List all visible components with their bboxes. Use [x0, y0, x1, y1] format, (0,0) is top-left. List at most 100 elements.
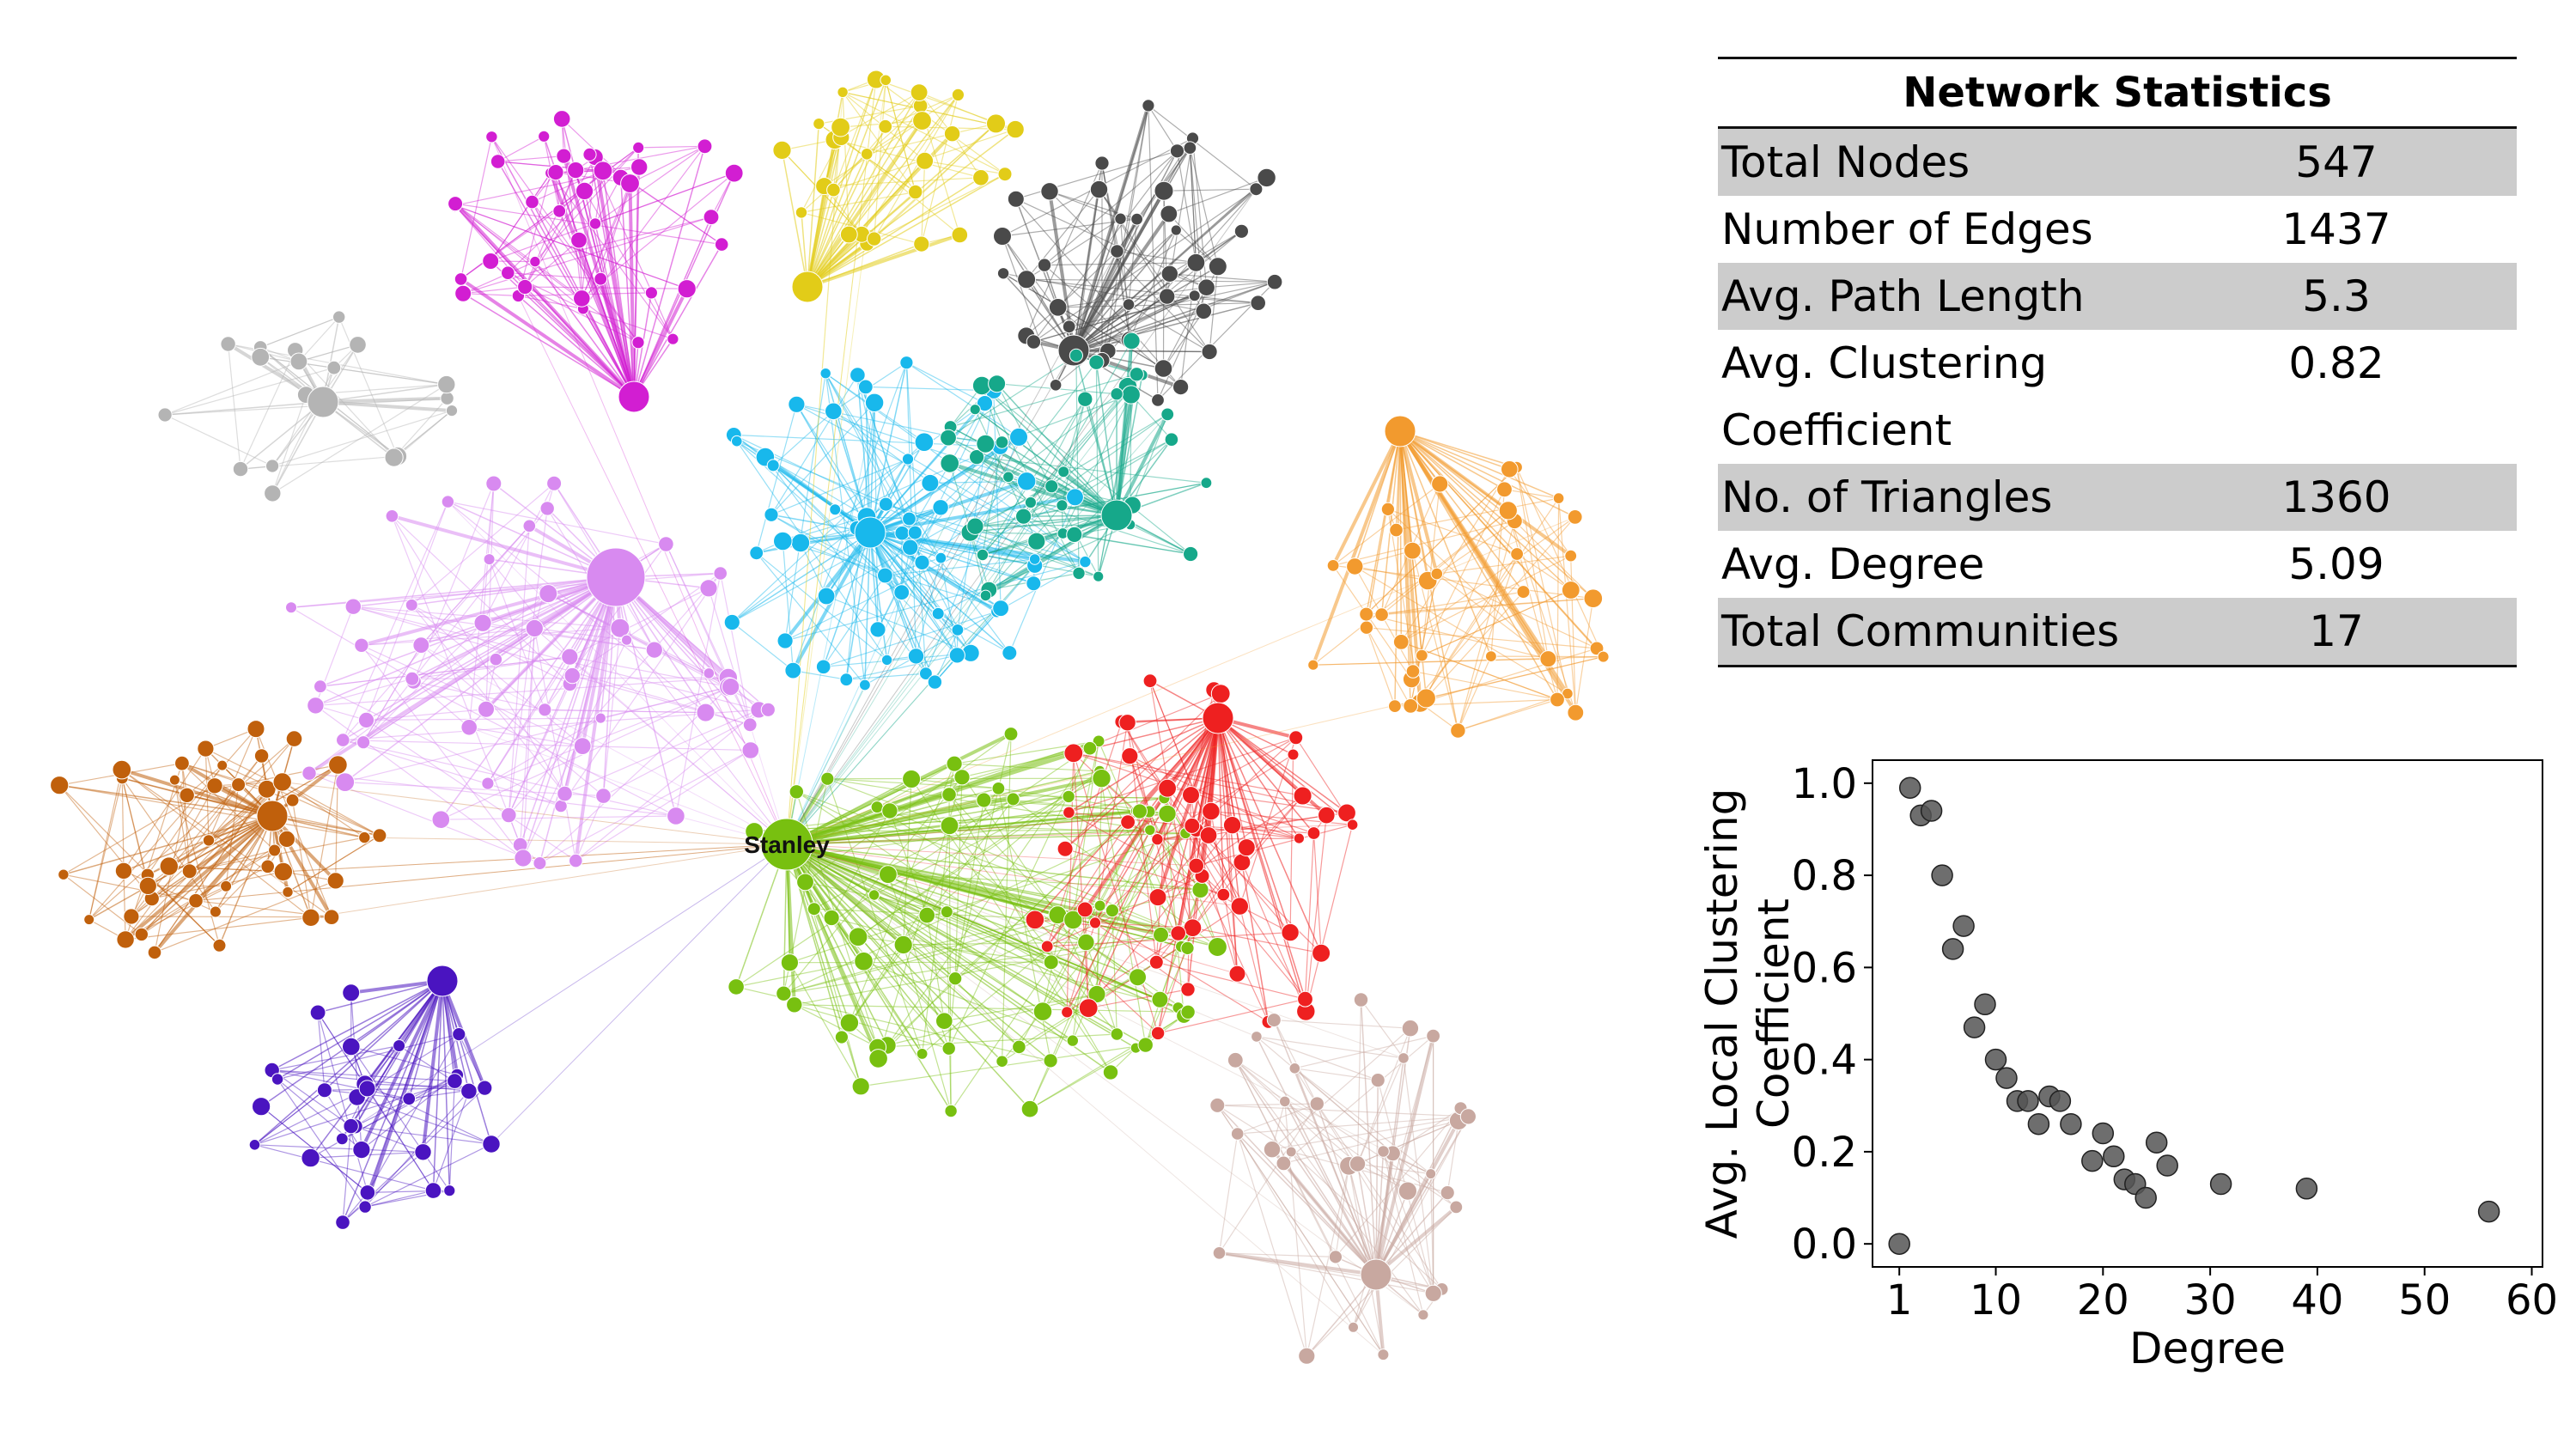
network-node — [1227, 1051, 1244, 1068]
network-node — [1123, 332, 1141, 350]
network-edge — [147, 874, 220, 947]
network-edge — [168, 785, 216, 867]
network-node — [789, 784, 804, 800]
network-edge — [361, 644, 524, 859]
network-edge — [786, 533, 1063, 845]
network-node — [1567, 703, 1585, 721]
network-edge — [454, 204, 687, 289]
network-edge — [877, 507, 941, 630]
stats-value: 1360 — [2281, 472, 2391, 522]
stats-row-total-nodes: Total Nodes 547 — [1718, 129, 2517, 196]
network-edge — [1274, 1020, 1410, 1029]
network-node — [932, 499, 949, 516]
network-edge — [317, 980, 443, 1014]
network-node — [667, 807, 685, 825]
network-node — [1066, 1034, 1080, 1047]
network-edge — [1234, 1059, 1349, 1166]
network-edge — [1422, 589, 1572, 656]
stats-label-line2: Coefficient — [1721, 405, 1952, 455]
network-edge — [786, 843, 1074, 1042]
network-edge — [581, 183, 631, 299]
network-node — [179, 787, 195, 803]
network-edge — [320, 656, 570, 687]
network-edge — [786, 763, 955, 845]
network-edge — [322, 396, 448, 404]
network-edge — [317, 1012, 368, 1089]
network-edge — [534, 627, 627, 641]
network-edge — [764, 456, 958, 656]
network-node — [914, 554, 930, 571]
network-edge — [497, 136, 545, 162]
network-edge — [490, 137, 788, 845]
network-node — [972, 169, 990, 186]
network-node — [1552, 492, 1565, 504]
network-node — [997, 167, 1013, 182]
network-edge — [807, 177, 982, 288]
network-node — [212, 938, 227, 953]
network-node — [1142, 673, 1158, 689]
network-node — [976, 434, 996, 454]
network-node — [834, 1030, 850, 1044]
network-edge — [922, 825, 951, 1054]
network-edge — [1381, 598, 1593, 616]
network-edge — [1410, 648, 1598, 707]
network-edge — [271, 980, 443, 1071]
network-node — [948, 647, 965, 664]
network-edge — [1217, 717, 1248, 848]
network-edge — [1425, 510, 1509, 699]
network-edge — [633, 216, 712, 398]
network-edge — [1312, 509, 1509, 666]
network-edge — [271, 410, 453, 467]
network-edge — [869, 532, 958, 656]
network-edge — [255, 728, 332, 917]
network-edge — [887, 874, 1098, 995]
network-node — [880, 74, 892, 87]
network-edge — [1076, 189, 1100, 344]
network-node — [724, 163, 744, 183]
network-edge — [786, 843, 1058, 916]
network-edge — [341, 980, 443, 1140]
network-edge — [1426, 656, 1604, 699]
network-edge — [240, 455, 398, 470]
network-edge — [463, 286, 526, 295]
network-edge — [367, 1033, 460, 1193]
network-edge — [1101, 177, 1268, 361]
network-edge — [823, 652, 971, 667]
network-node — [554, 799, 568, 813]
network-edge — [338, 316, 399, 457]
network-node — [1257, 167, 1276, 188]
network-edge — [825, 480, 1027, 597]
network-node — [848, 927, 868, 947]
network-edge — [795, 791, 1052, 963]
network-edge — [1066, 927, 1193, 1013]
network-edge — [524, 191, 586, 288]
network-edge — [588, 154, 635, 398]
network-edge — [282, 781, 381, 837]
network-edge — [317, 1012, 435, 1191]
network-node — [1110, 1027, 1124, 1041]
network-edge — [1241, 861, 1306, 1012]
network-edge — [1074, 533, 1191, 555]
network-edge — [154, 788, 268, 953]
network-node — [1169, 143, 1185, 159]
network-edge — [1380, 430, 1401, 615]
network-edge — [420, 644, 604, 797]
network-edge — [868, 531, 998, 613]
network-edge — [290, 576, 617, 609]
network-node — [335, 1132, 349, 1146]
network-edge — [181, 763, 191, 872]
network-edge — [1421, 489, 1506, 656]
network-edge — [581, 298, 635, 398]
network-edge — [786, 799, 984, 845]
network-edge — [1217, 1103, 1318, 1106]
network-edge — [366, 717, 601, 721]
scatter-point — [1952, 915, 1975, 937]
network-edge — [1399, 430, 1576, 518]
network-node — [1121, 747, 1139, 765]
network-edge — [786, 811, 1140, 845]
network-edge — [603, 709, 769, 797]
network-node — [1118, 714, 1136, 732]
network-node — [1392, 634, 1410, 650]
network-edge — [1168, 177, 1267, 215]
network-node — [1102, 1064, 1119, 1081]
